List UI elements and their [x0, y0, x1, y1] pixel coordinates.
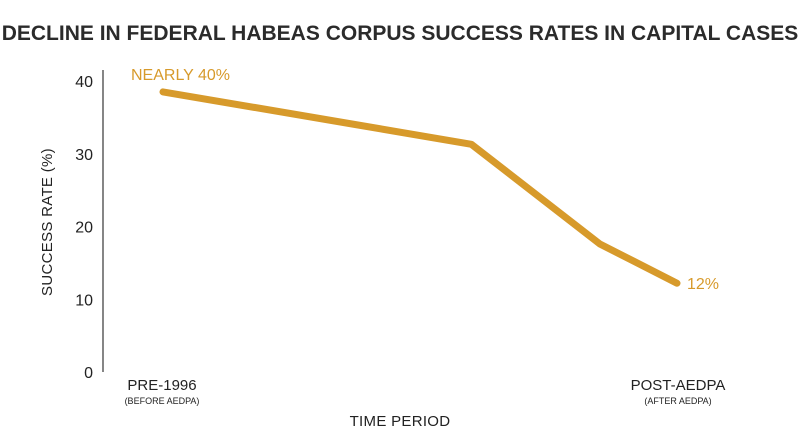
- y-tick-label: 30: [75, 147, 93, 164]
- series-layer: [159, 88, 681, 287]
- chart-title: DECLINE IN FEDERAL HABEAS CORPUS SUCCESS…: [2, 22, 799, 45]
- data-label: 12%: [687, 276, 719, 293]
- data-label: NEARLY 40%: [131, 67, 230, 84]
- y-axis-title: SUCCESS RATE (%): [39, 148, 56, 296]
- y-tick-label: 40: [75, 74, 93, 91]
- x-axis-categories: PRE-1996 (BEFORE AEDPA) POST-AEDPA (AFTE…: [125, 377, 726, 406]
- x-category-sublabel: (BEFORE AEDPA): [125, 396, 200, 406]
- x-category-label: PRE-1996: [127, 377, 196, 394]
- y-axis-ticks: 0 10 20 30 40: [75, 74, 93, 382]
- data-labels-layer: NEARLY 40% 12%: [131, 67, 719, 293]
- x-axis-title: TIME PERIOD: [350, 413, 451, 430]
- x-category-label: POST-AEDPA: [631, 377, 726, 394]
- x-category-sublabel: (AFTER AEDPA): [644, 396, 711, 406]
- series-line: [159, 88, 681, 287]
- y-tick-label: 20: [75, 220, 93, 237]
- y-tick-label: 0: [84, 365, 93, 382]
- y-tick-label: 10: [75, 292, 93, 309]
